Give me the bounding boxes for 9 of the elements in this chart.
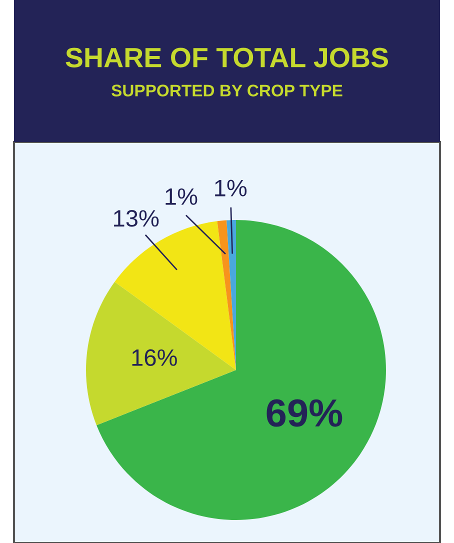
data-label: 13% bbox=[114, 210, 159, 227]
data-label: 1% bbox=[215, 180, 247, 196]
chart-title: SHARE OF TOTAL JOBS bbox=[66, 48, 388, 68]
chart-subtitle: SUPPORTED BY CROP TYPE bbox=[112, 84, 342, 96]
pie-slice bbox=[217, 220, 236, 370]
data-label: 69% bbox=[266, 399, 342, 427]
pie-slice bbox=[86, 282, 236, 426]
data-label: 16% bbox=[132, 349, 177, 366]
data-label: 1% bbox=[166, 188, 198, 205]
